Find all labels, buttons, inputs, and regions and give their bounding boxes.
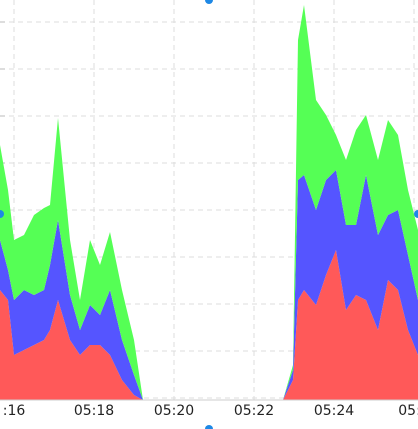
handle <box>205 425 213 429</box>
x-tick-label: 05:20 <box>154 403 194 419</box>
x-tick-label: 05:2 <box>398 403 418 419</box>
handle <box>0 210 4 218</box>
areas <box>0 5 418 401</box>
x-axis: :16 05:18 05:20 05:22 05:24 05:2 <box>3 403 418 419</box>
x-tick-label: 05:24 <box>314 403 354 419</box>
area <box>0 250 418 400</box>
x-tick-label: :16 <box>3 403 26 419</box>
area <box>0 5 418 400</box>
x-tick-label: 05:22 <box>234 403 274 419</box>
handle <box>205 0 213 4</box>
area <box>0 170 418 400</box>
handle <box>414 210 418 218</box>
x-tick-label: 05:18 <box>74 403 114 419</box>
